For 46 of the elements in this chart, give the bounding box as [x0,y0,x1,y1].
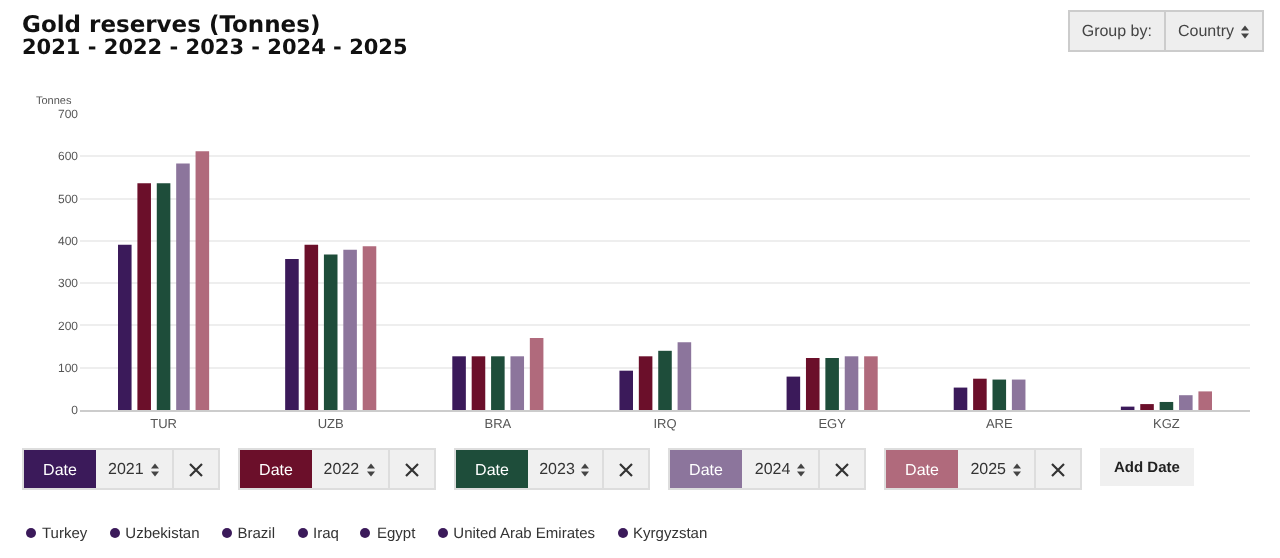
chart-title: Gold reserves (Tonnes) [22,10,321,38]
chart-subtitle: 2021 - 2022 - 2023 - 2024 - 2025 [22,36,408,60]
bar [343,249,357,410]
bar [805,357,820,410]
bar [953,387,968,410]
bar [452,356,466,410]
legend-label: 2021 [96,450,174,488]
bar [844,356,859,410]
text: Date [689,461,724,479]
bar [638,356,653,410]
bar [491,356,505,410]
bar [195,151,210,410]
text: Date [905,461,940,479]
bar [529,338,544,410]
bar [323,254,338,410]
legend-label: 2025 [958,450,1036,488]
legend-label: 2022 [311,450,390,488]
text: Country [1175,20,1236,44]
bar [992,379,1007,410]
bar [973,378,987,410]
bar [786,376,801,410]
bar [176,163,190,410]
text: Date [43,461,77,479]
text: Date [258,461,294,479]
bar [619,370,633,410]
bar [677,342,692,410]
bar [1198,391,1212,410]
bar [362,246,377,410]
bar [1011,379,1026,410]
bar [825,357,839,410]
bar [1159,401,1174,410]
bar [285,259,299,410]
bar [1179,395,1193,410]
text: Group by: [1069,12,1166,50]
bar [304,244,319,410]
bar [510,356,525,410]
bar [137,183,151,410]
bar [156,183,171,410]
bar [658,350,672,410]
text: Date [474,461,509,479]
bar [471,356,486,410]
legend-label: 2023 [527,450,605,488]
legend-label: 2024 [742,450,821,488]
bar [864,356,878,410]
bar [118,244,132,410]
bar [1140,404,1154,410]
